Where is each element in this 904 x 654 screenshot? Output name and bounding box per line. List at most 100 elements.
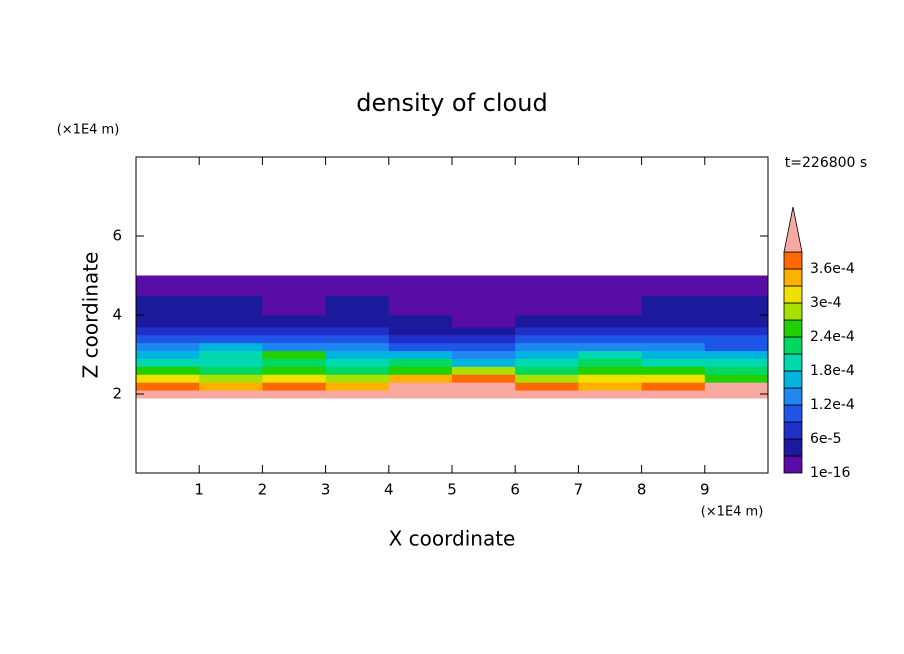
cell	[325, 390, 390, 399]
cell	[262, 366, 327, 375]
cell	[641, 390, 706, 399]
cell	[388, 315, 453, 328]
cell	[136, 295, 200, 316]
cell	[515, 382, 579, 391]
cell	[136, 350, 200, 359]
cell	[136, 315, 200, 328]
cell	[262, 358, 327, 367]
cell	[704, 334, 769, 344]
cell	[262, 342, 327, 352]
x-axis-label: X coordinate	[389, 527, 516, 551]
cell	[325, 275, 390, 296]
cell	[641, 342, 706, 352]
cell	[641, 374, 706, 383]
cell	[325, 315, 390, 328]
cell	[704, 295, 769, 316]
cell	[578, 275, 643, 296]
cell	[578, 326, 643, 336]
cell	[199, 382, 263, 391]
cell	[136, 374, 200, 383]
cell	[515, 374, 579, 383]
colorbar-band	[783, 370, 803, 389]
colorbar-band	[783, 353, 803, 372]
cell	[136, 390, 200, 399]
cell	[578, 342, 643, 352]
y-tick-label: 6	[112, 227, 122, 245]
cell	[452, 342, 516, 352]
cell	[452, 275, 516, 296]
cell	[388, 334, 453, 344]
y-tick-label: 4	[112, 306, 122, 324]
colorbar-band	[783, 319, 803, 338]
cell	[515, 390, 579, 399]
cell	[578, 366, 643, 375]
cell	[641, 295, 706, 316]
colorbar-label: 3.6e-4	[810, 261, 855, 277]
cell	[262, 350, 327, 359]
cell	[388, 366, 453, 375]
cell	[325, 334, 390, 344]
cell	[325, 366, 390, 375]
cell	[515, 275, 579, 296]
cell	[388, 390, 453, 399]
cell	[452, 390, 516, 399]
cell	[578, 390, 643, 399]
cell	[452, 382, 516, 391]
cell	[578, 334, 643, 344]
cell	[262, 275, 327, 296]
colorbar-label: 2.4e-4	[810, 329, 855, 345]
x-tick-label: 6	[510, 481, 520, 499]
colorbar-label: 3e-4	[810, 295, 842, 311]
cell	[578, 374, 643, 383]
cell	[641, 326, 706, 336]
cell	[704, 390, 769, 399]
colorbar-band	[783, 387, 803, 406]
cell	[199, 374, 263, 383]
cell	[199, 350, 263, 359]
cell	[704, 342, 769, 352]
cell	[641, 382, 706, 391]
cell	[452, 374, 516, 383]
cell	[641, 275, 706, 296]
cell	[136, 275, 200, 296]
cell	[199, 295, 263, 316]
cell	[578, 358, 643, 367]
cell	[388, 295, 453, 316]
time-label: t=226800 s	[785, 155, 867, 171]
x-tick-label: 3	[321, 481, 331, 499]
y-axis-label: Z coordinate	[79, 252, 103, 379]
cell	[704, 366, 769, 375]
cell	[199, 326, 263, 336]
cell	[704, 358, 769, 367]
colorbar-band	[783, 455, 803, 474]
cell	[136, 382, 200, 391]
cell	[136, 334, 200, 344]
colorbar-label: 6e-5	[810, 431, 841, 447]
cell	[136, 366, 200, 375]
cell	[325, 350, 390, 359]
cell	[199, 390, 263, 399]
x-tick-label: 1	[194, 481, 204, 499]
cell	[452, 350, 516, 359]
chart-title: density of cloud	[356, 89, 547, 117]
cell	[704, 275, 769, 296]
cell	[388, 326, 453, 336]
y-tick-label: 2	[112, 385, 122, 403]
cell	[136, 326, 200, 336]
colorbar-label: 1e-16	[810, 465, 850, 481]
x-tick-label: 2	[258, 481, 268, 499]
cell	[325, 326, 390, 336]
cell	[262, 374, 327, 383]
colorbar-label: 1.2e-4	[810, 397, 855, 413]
cell	[262, 390, 327, 399]
cell	[641, 366, 706, 375]
x-tick-label: 4	[384, 481, 394, 499]
cell	[452, 326, 516, 336]
cell	[388, 275, 453, 296]
x-unit: (×1E4 m)	[701, 505, 764, 520]
cell	[136, 358, 200, 367]
cell	[199, 275, 263, 296]
cell	[578, 350, 643, 359]
cell	[262, 315, 327, 328]
cell	[388, 382, 453, 391]
